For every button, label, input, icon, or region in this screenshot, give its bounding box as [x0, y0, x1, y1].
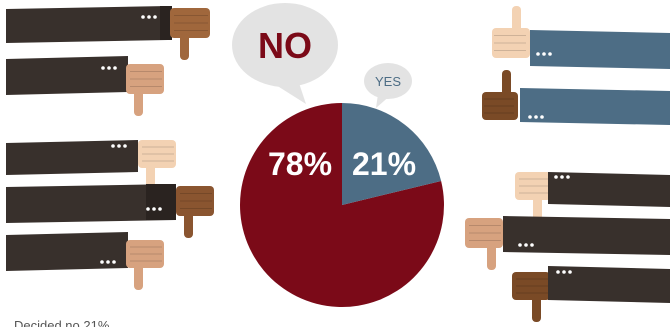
cuff-button [112, 260, 116, 264]
yes-bubble-label: YES [375, 74, 401, 89]
cuff-button [117, 144, 121, 148]
yes-speech-bubble: YES [364, 63, 412, 108]
sleeve [6, 184, 176, 223]
thumbs-down-hand-icon [515, 172, 551, 222]
sleeve [530, 30, 670, 69]
thumbs-down-hand-icon [176, 186, 214, 238]
cuff-button [562, 270, 566, 274]
sleeve [6, 232, 128, 271]
thumbs-down-hand-icon [465, 218, 503, 270]
sleeve [503, 216, 670, 255]
sleeve [548, 172, 670, 207]
cuff-button [100, 260, 104, 264]
cuff-button [158, 207, 162, 211]
thumbs-down-hand-icon [512, 272, 550, 322]
thumbs-down-hand-icon [126, 64, 164, 116]
cuff-button [540, 115, 544, 119]
pie-chart: 78% 21% [239, 102, 444, 307]
cuff-button [153, 15, 157, 19]
thumbs-down-hand-icon [170, 8, 210, 60]
cuff-button [566, 175, 570, 179]
sleeve [520, 88, 670, 125]
cuff-button [530, 243, 534, 247]
cuff-button [146, 207, 150, 211]
sleeve [6, 56, 128, 95]
cuff-button [123, 144, 127, 148]
thumbs-up-hand-icon [482, 70, 518, 120]
cuff-button [106, 260, 110, 264]
cuff-button [518, 243, 522, 247]
footnote: Decided no 21% [14, 312, 174, 327]
no-speech-bubble: NO [232, 3, 338, 104]
sleeve [6, 140, 138, 175]
pie-label-yes: 21% [352, 146, 416, 182]
pie-slice-yes [342, 103, 442, 205]
cuff-button [107, 66, 111, 70]
cuff-button [101, 66, 105, 70]
cuff-button [111, 144, 115, 148]
cuff-button [528, 115, 532, 119]
cuff-button [152, 207, 156, 211]
cuff-button [141, 15, 145, 19]
cuff-button [534, 115, 538, 119]
cuff-button [568, 270, 572, 274]
thumbs-down-hand-icon [126, 240, 164, 290]
thumbs-up-hand-icon [492, 6, 530, 58]
footnote-text: Decided no 21% [14, 318, 110, 327]
cuff-button [556, 270, 560, 274]
cuff-button [548, 52, 552, 56]
no-bubble-label: NO [258, 25, 312, 66]
cuff-button [536, 52, 540, 56]
cuff-button [560, 175, 564, 179]
cuff-button [542, 52, 546, 56]
pie-label-no: 78% [268, 146, 332, 182]
cuff-button [113, 66, 117, 70]
cuff-button [524, 243, 528, 247]
cuff-button [554, 175, 558, 179]
pie-slice-no [239, 102, 444, 307]
thumbs-down-hand-icon [138, 140, 176, 190]
sleeve [6, 6, 168, 43]
sleeve [548, 266, 670, 303]
voting-hands-illustration [6, 6, 670, 322]
cuff-button [147, 15, 151, 19]
